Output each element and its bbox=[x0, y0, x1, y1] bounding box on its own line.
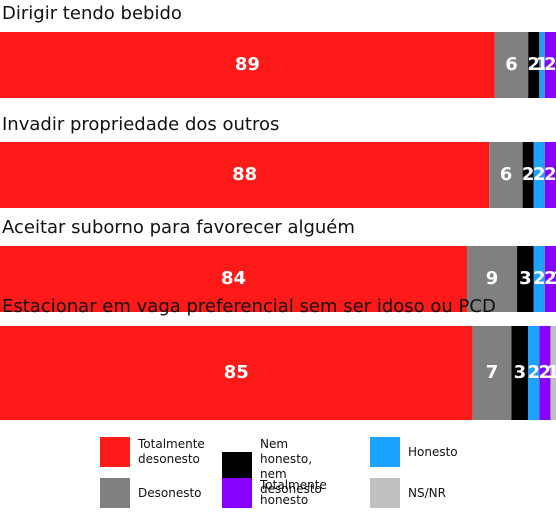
legend-item: Desonesto bbox=[100, 478, 220, 508]
bar-segment bbox=[0, 32, 495, 98]
value-label: 85 bbox=[224, 362, 249, 383]
bar-segment bbox=[544, 246, 556, 312]
value-label: 3 bbox=[514, 362, 527, 383]
bar-segment bbox=[550, 326, 556, 420]
bar-segment bbox=[494, 32, 529, 98]
bar-segment bbox=[517, 246, 534, 312]
value-label: 1 bbox=[547, 362, 556, 383]
value-label: 1 bbox=[553, 268, 556, 289]
value-label: 2 bbox=[527, 362, 540, 383]
category-label: Aceitar suborno para favorecer alguém bbox=[2, 217, 355, 238]
category-label: Dirigir tendo bebido bbox=[2, 3, 182, 24]
legend-item: Totalmente honesto bbox=[222, 478, 342, 508]
bar-segment bbox=[528, 326, 540, 420]
legend-swatch bbox=[222, 478, 252, 508]
legend-swatch bbox=[222, 452, 252, 482]
legend-item: Honesto bbox=[370, 437, 490, 467]
value-label: 2 bbox=[522, 164, 535, 185]
legend-swatch bbox=[100, 437, 130, 467]
bar-segment bbox=[472, 326, 512, 420]
bar-segment bbox=[544, 142, 556, 208]
value-label: 2 bbox=[533, 164, 546, 185]
bar-segment bbox=[0, 246, 468, 312]
bar-segment bbox=[511, 326, 529, 420]
legend-swatch bbox=[100, 478, 130, 508]
bar-segment bbox=[522, 142, 534, 208]
legend-item: NS/NR bbox=[370, 478, 490, 508]
bar-segment bbox=[533, 246, 545, 312]
value-label: 2 bbox=[527, 54, 540, 75]
value-label: 2 bbox=[533, 268, 546, 289]
legend-label: NS/NR bbox=[408, 485, 446, 500]
value-label: 7 bbox=[486, 362, 499, 383]
legend-label: Totalmente desonesto bbox=[138, 437, 205, 466]
value-label: 88 bbox=[232, 164, 257, 185]
bar-segment bbox=[539, 32, 545, 98]
value-label: 84 bbox=[221, 268, 246, 289]
bar-segment bbox=[0, 142, 490, 208]
legend-label: Nem honesto, nem desonesto bbox=[260, 437, 322, 496]
bar-segment bbox=[0, 326, 473, 420]
bar-segment bbox=[528, 32, 540, 98]
legend-label: Totalmente honesto bbox=[260, 478, 327, 507]
value-label: 2 bbox=[544, 54, 556, 75]
legend-swatch bbox=[370, 478, 400, 508]
value-label: 3 bbox=[519, 268, 532, 289]
value-label: 2 bbox=[539, 362, 552, 383]
bar-segment bbox=[544, 32, 556, 98]
bar-segment bbox=[539, 326, 551, 420]
bar-segment bbox=[533, 142, 545, 208]
value-label: 89 bbox=[235, 54, 260, 75]
category-label: Estacionar em vaga preferencial sem ser … bbox=[2, 296, 496, 317]
bar-segment bbox=[467, 246, 518, 312]
category-label: Invadir propriedade dos outros bbox=[2, 114, 279, 135]
legend-label: Honesto bbox=[408, 444, 458, 459]
value-label: 2 bbox=[544, 164, 556, 185]
value-label: 6 bbox=[505, 54, 518, 75]
bar-segment bbox=[489, 142, 523, 208]
legend-item: Nem honesto, nem desonesto bbox=[222, 437, 342, 497]
value-label: 2 bbox=[544, 268, 556, 289]
value-label: 9 bbox=[486, 268, 499, 289]
legend-swatch bbox=[370, 437, 400, 467]
legend-label: Desonesto bbox=[138, 485, 202, 500]
legend-item: Totalmente desonesto bbox=[100, 437, 220, 467]
value-label: 6 bbox=[500, 164, 513, 185]
